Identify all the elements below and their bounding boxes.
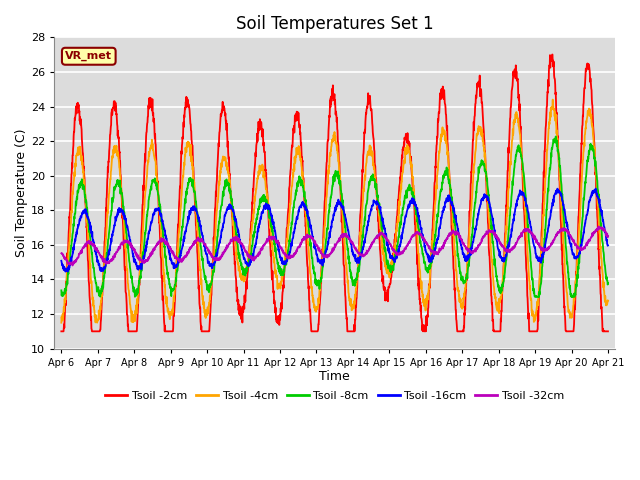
Text: VR_met: VR_met xyxy=(65,51,112,61)
Y-axis label: Soil Temperature (C): Soil Temperature (C) xyxy=(15,129,28,257)
Legend: Tsoil -2cm, Tsoil -4cm, Tsoil -8cm, Tsoil -16cm, Tsoil -32cm: Tsoil -2cm, Tsoil -4cm, Tsoil -8cm, Tsoi… xyxy=(100,386,568,405)
Title: Soil Temperatures Set 1: Soil Temperatures Set 1 xyxy=(236,15,433,33)
X-axis label: Time: Time xyxy=(319,371,350,384)
